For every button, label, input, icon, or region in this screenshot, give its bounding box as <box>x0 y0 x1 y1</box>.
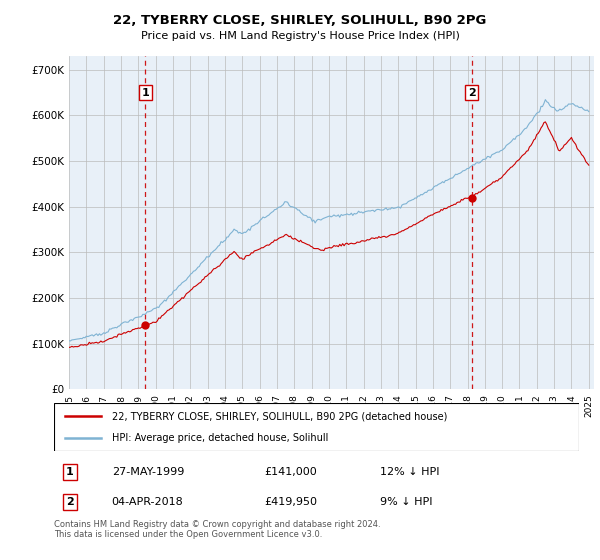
Text: 22, TYBERRY CLOSE, SHIRLEY, SOLIHULL, B90 2PG: 22, TYBERRY CLOSE, SHIRLEY, SOLIHULL, B9… <box>113 14 487 27</box>
Text: 1: 1 <box>66 467 74 477</box>
Text: Contains HM Land Registry data © Crown copyright and database right 2024.
This d: Contains HM Land Registry data © Crown c… <box>54 520 380 539</box>
Text: 12% ↓ HPI: 12% ↓ HPI <box>380 467 439 477</box>
Text: 27-MAY-1999: 27-MAY-1999 <box>112 467 184 477</box>
Text: 22, TYBERRY CLOSE, SHIRLEY, SOLIHULL, B90 2PG (detached house): 22, TYBERRY CLOSE, SHIRLEY, SOLIHULL, B9… <box>112 411 447 421</box>
Text: Price paid vs. HM Land Registry's House Price Index (HPI): Price paid vs. HM Land Registry's House … <box>140 31 460 41</box>
Text: 2: 2 <box>66 497 74 507</box>
Text: £419,950: £419,950 <box>264 497 317 507</box>
Text: 1: 1 <box>142 88 149 97</box>
Text: 04-APR-2018: 04-APR-2018 <box>112 497 184 507</box>
Text: HPI: Average price, detached house, Solihull: HPI: Average price, detached house, Soli… <box>112 433 328 443</box>
Text: 9% ↓ HPI: 9% ↓ HPI <box>380 497 432 507</box>
Text: £141,000: £141,000 <box>264 467 317 477</box>
Text: 2: 2 <box>468 88 476 97</box>
